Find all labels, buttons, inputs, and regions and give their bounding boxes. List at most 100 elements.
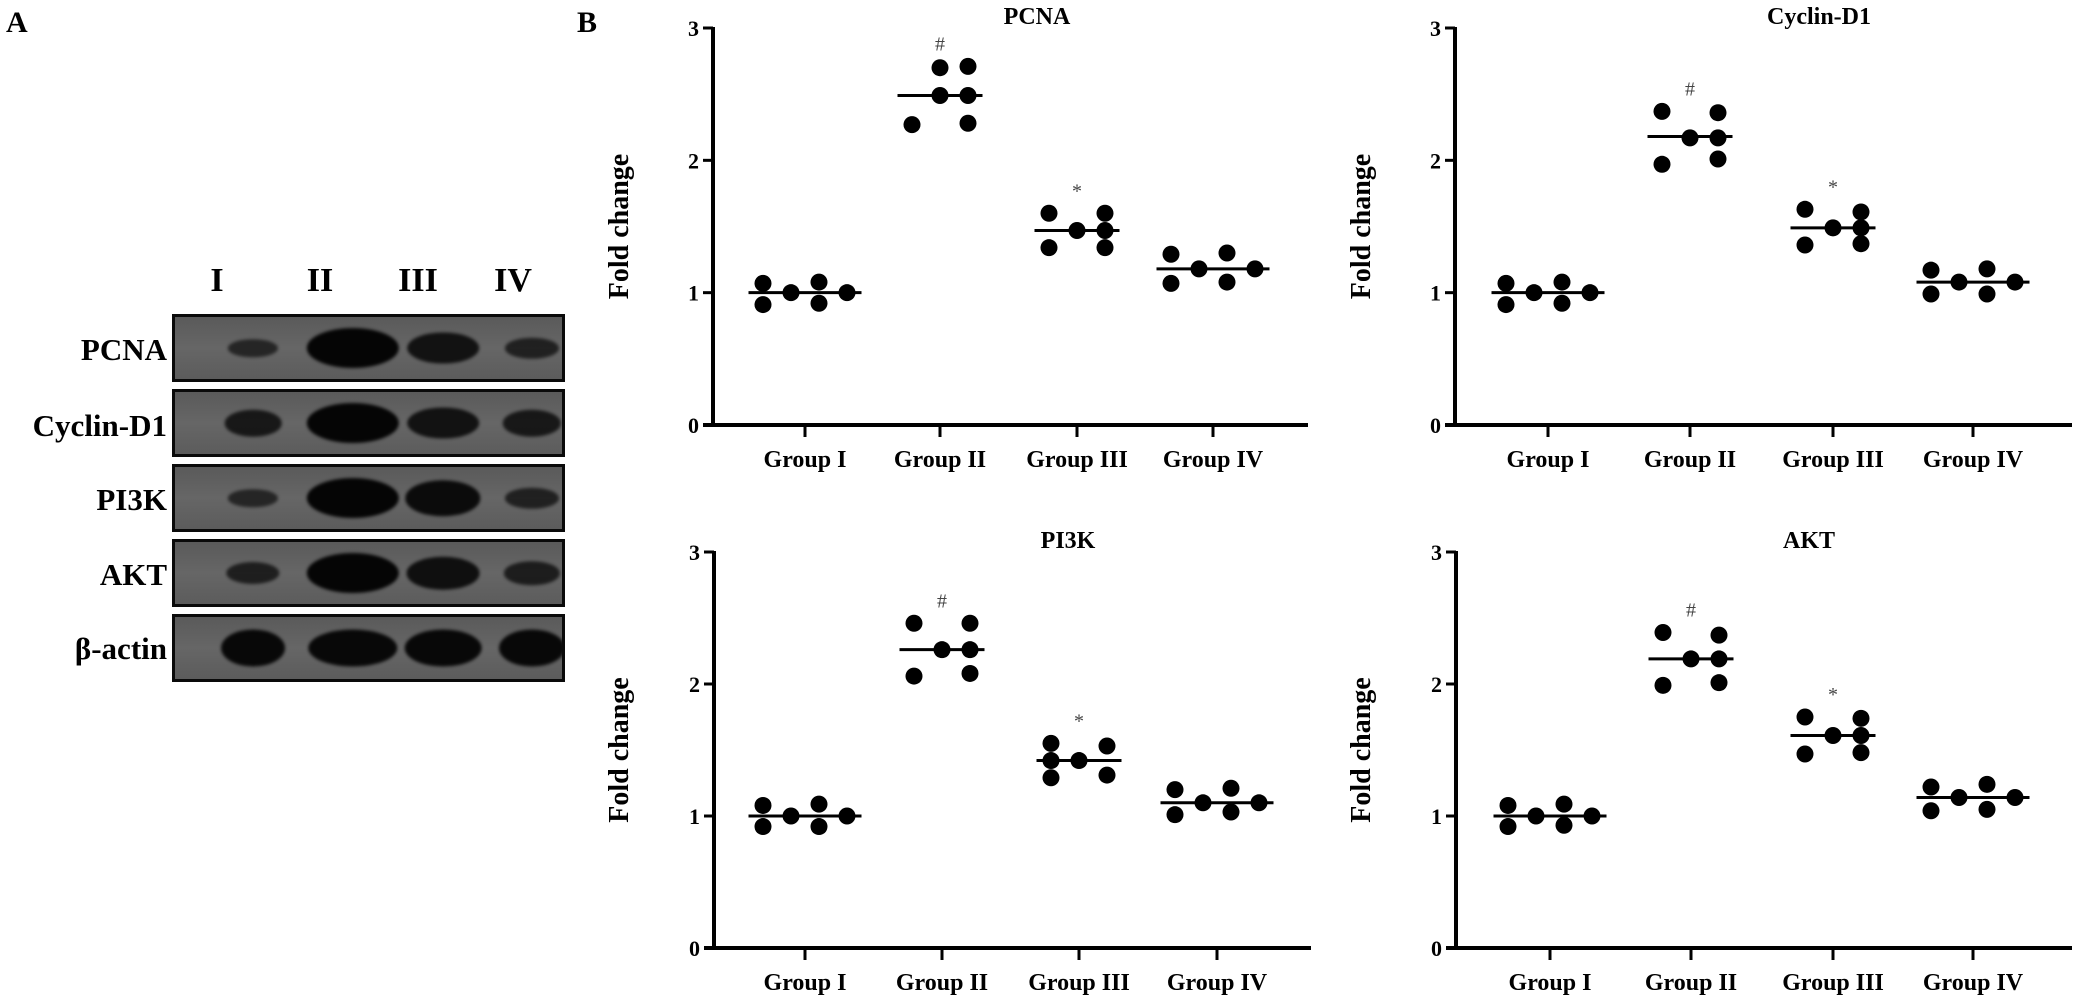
blot-band xyxy=(504,487,560,509)
data-point xyxy=(1218,273,1236,291)
y-tick-label: 0 xyxy=(688,413,699,438)
panel-b-label: B xyxy=(577,6,598,39)
lane-label-iii: III xyxy=(398,262,438,299)
data-point xyxy=(1682,650,1700,668)
data-point xyxy=(1499,796,1517,814)
chart-title: PI3K xyxy=(1041,528,1096,554)
data-point xyxy=(961,614,979,632)
data-point xyxy=(1653,155,1671,173)
blot-row-cyclin-d1 xyxy=(172,389,565,457)
y-tick-label: 3 xyxy=(689,540,700,565)
data-point xyxy=(1497,296,1515,314)
lane-label-iv: IV xyxy=(494,262,532,299)
x-tick-label: Group II xyxy=(896,970,988,996)
data-point xyxy=(754,796,772,814)
blot-band xyxy=(404,629,482,667)
data-point xyxy=(1654,676,1672,694)
data-point xyxy=(931,86,949,104)
data-point xyxy=(1950,273,1968,291)
data-point xyxy=(959,57,977,75)
y-tick-label: 0 xyxy=(1430,413,1441,438)
data-point xyxy=(1162,274,1180,292)
data-point xyxy=(1246,260,1264,278)
blot-band xyxy=(224,409,282,437)
data-point xyxy=(2006,273,2024,291)
significance-hash: # xyxy=(935,33,945,55)
x-tick-label: Group IV xyxy=(1923,970,2024,996)
x-tick-label: Group II xyxy=(1644,447,1736,473)
y-tick-label: 0 xyxy=(689,936,700,961)
panel-a-label: A xyxy=(6,6,28,39)
data-point xyxy=(810,818,828,836)
data-point xyxy=(1824,219,1842,237)
data-point xyxy=(1852,203,1870,221)
x-tick-label: Group IV xyxy=(1923,447,2024,473)
data-point xyxy=(1950,789,1968,807)
data-point xyxy=(838,807,856,825)
lane-label-i: I xyxy=(210,262,224,299)
protein-label-cyclin-d1: Cyclin-D1 xyxy=(32,408,167,443)
data-point xyxy=(1070,752,1088,770)
data-point xyxy=(1190,260,1208,278)
blot-band xyxy=(306,553,400,593)
blot-band xyxy=(498,629,562,667)
blot-band xyxy=(227,489,279,507)
data-point xyxy=(961,641,979,659)
chart-title: AKT xyxy=(1783,528,1835,554)
blot-band xyxy=(306,328,400,368)
significance-hash: # xyxy=(1686,600,1696,622)
blot-band xyxy=(407,407,479,439)
lane-label-ii: II xyxy=(306,262,334,299)
y-tick-label: 1 xyxy=(1431,804,1442,829)
data-point xyxy=(905,614,923,632)
data-point xyxy=(1553,294,1571,312)
data-point xyxy=(1978,285,1996,303)
data-point xyxy=(1796,745,1814,763)
x-tick-label: Group IV xyxy=(1163,447,1264,473)
x-tick-label: Group I xyxy=(764,447,847,473)
data-point xyxy=(1796,236,1814,254)
protein-label-pi3k: PI3K xyxy=(96,482,167,517)
data-point xyxy=(961,664,979,682)
data-point xyxy=(1581,284,1599,302)
data-point xyxy=(1852,219,1870,237)
data-point xyxy=(1555,795,1573,813)
chart-title: Cyclin-D1 xyxy=(1767,4,1871,30)
data-point xyxy=(1555,816,1573,834)
data-point xyxy=(1166,806,1184,824)
blot-row-pcna xyxy=(172,314,565,382)
data-point xyxy=(1922,802,1940,820)
data-point xyxy=(1098,766,1116,784)
data-point xyxy=(1852,744,1870,762)
data-point xyxy=(1222,803,1240,821)
blot-band xyxy=(226,562,280,584)
significance-asterisk: * xyxy=(1074,710,1084,732)
significance-asterisk: * xyxy=(1828,176,1838,198)
y-tick-label: 1 xyxy=(689,804,700,829)
data-point xyxy=(1042,769,1060,787)
data-point xyxy=(754,296,772,314)
y-tick-label: 2 xyxy=(1431,672,1442,697)
data-point xyxy=(1709,150,1727,168)
data-point xyxy=(959,114,977,132)
blot-row-pi3k xyxy=(172,464,565,532)
data-point xyxy=(903,116,921,134)
blot-row-akt xyxy=(172,539,565,607)
data-point xyxy=(1527,807,1545,825)
data-point xyxy=(810,273,828,291)
data-point xyxy=(810,795,828,813)
data-point xyxy=(1922,261,1940,279)
data-point xyxy=(1922,285,1940,303)
blot-band xyxy=(306,403,400,443)
data-point xyxy=(1852,235,1870,253)
data-point xyxy=(1709,129,1727,147)
x-tick-label: Group II xyxy=(894,447,986,473)
protein-label-beta-actin: β-actin xyxy=(74,631,167,666)
data-point xyxy=(1525,284,1543,302)
y-tick-label: 3 xyxy=(688,16,699,41)
y-tick-label: 3 xyxy=(1431,540,1442,565)
x-tick-label: Group I xyxy=(1509,970,1592,996)
data-point xyxy=(1796,200,1814,218)
data-point xyxy=(754,818,772,836)
